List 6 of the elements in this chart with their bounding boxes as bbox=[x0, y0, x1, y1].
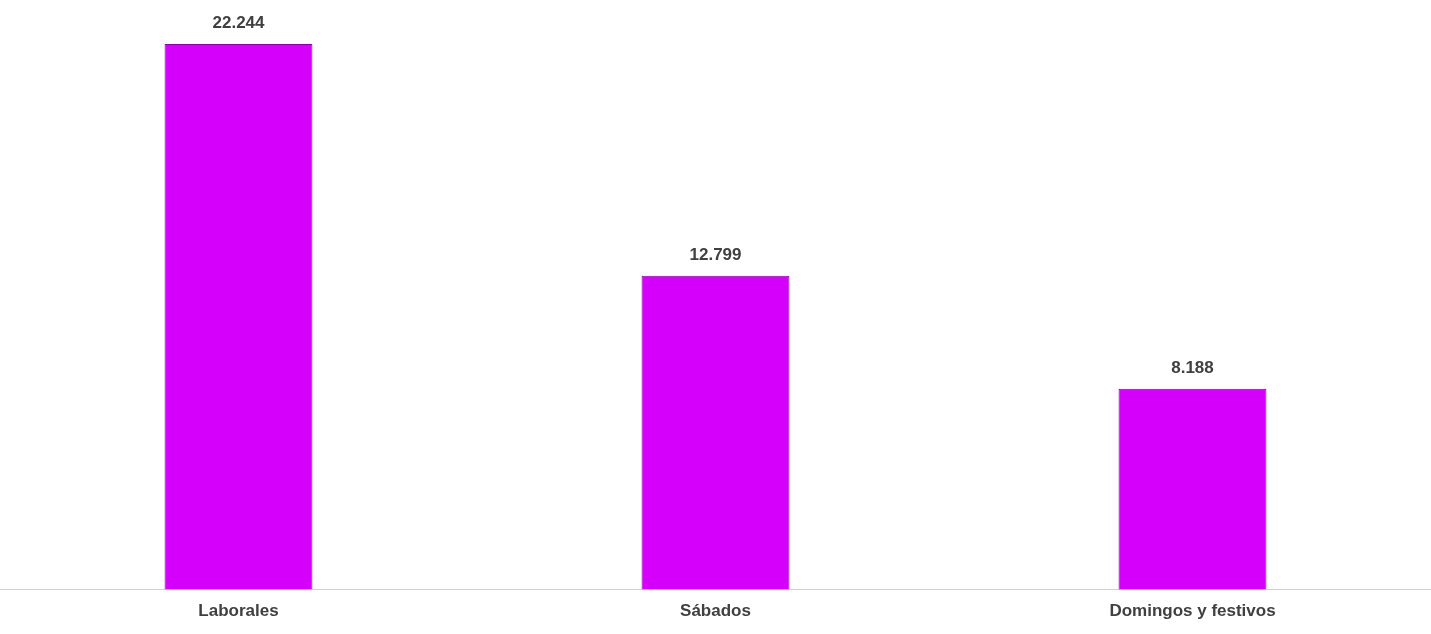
x-tick-label: Domingos y festivos bbox=[1109, 601, 1276, 621]
data-label: 12.799 bbox=[689, 244, 742, 264]
x-tick-label: Sábados bbox=[680, 601, 751, 621]
data-label: 22.244 bbox=[212, 13, 266, 33]
data-label: 8.188 bbox=[1171, 357, 1214, 377]
x-tick-label: Laborales bbox=[198, 601, 279, 621]
